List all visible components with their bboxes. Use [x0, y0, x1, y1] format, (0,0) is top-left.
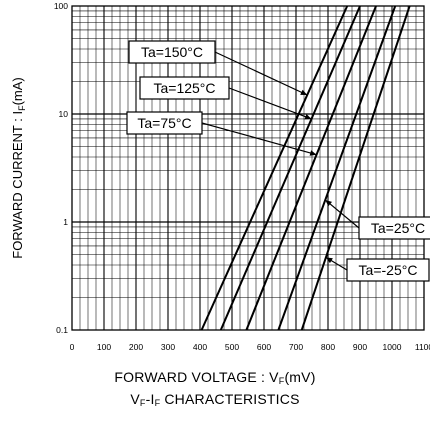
x-tick-label: 1000 [383, 342, 402, 352]
annotation-leader [214, 51, 308, 96]
annotation-box [139, 76, 230, 100]
x-tick-label: 600 [257, 342, 271, 352]
annotation-leader [201, 122, 317, 156]
x-axis-label: FORWARD VOLTAGE : VF(mV) [114, 369, 316, 386]
series-line [277, 6, 397, 330]
annotation-box [126, 111, 203, 135]
annotation-arrowhead [304, 114, 312, 120]
x-tick-label: 0 [70, 342, 75, 352]
y-tick-label: 1 [63, 217, 68, 227]
x-tick-label: 300 [161, 342, 175, 352]
annotation-label: Ta=75°C [137, 115, 191, 131]
y-tick-label: 10 [59, 109, 69, 119]
x-tick-label: 500 [225, 342, 239, 352]
annotation-box [128, 40, 216, 64]
series-line [300, 6, 411, 330]
series-line [245, 6, 377, 330]
annotation-box [346, 258, 430, 282]
x-tick-label: 400 [193, 342, 207, 352]
annotations: Ta=150°C Ta=125°C Ta=75°C Ta=25°C Ta=-25°C [126, 40, 430, 282]
y-axis-ticks: 0.1 1 10 100 [54, 1, 68, 335]
plot-frame [71, 5, 425, 331]
annotation-arrowhead [300, 89, 308, 95]
series-line [219, 6, 361, 330]
x-tick-label: 200 [129, 342, 143, 352]
x-tick-label: 900 [353, 342, 367, 352]
annotation-leader [228, 87, 312, 120]
annotation-label: Ta=125°C [153, 80, 215, 96]
series-line [200, 6, 349, 330]
x-tick-label: 800 [321, 342, 335, 352]
annotation-arrowhead [325, 199, 333, 207]
y-tick-label: 100 [54, 1, 68, 11]
y-axis-label: FORWARD CURRENT : IF(mA) [10, 77, 27, 259]
annotation-label: Ta=150°C [141, 44, 203, 60]
annotation-box [358, 216, 430, 240]
chart-title: VF-IF CHARACTERISTICS [130, 391, 300, 408]
annotation-arrowhead [325, 257, 333, 264]
annotation-label: Ta=25°C [371, 220, 425, 236]
y-tick-label: 0.1 [56, 325, 68, 335]
x-tick-label: 100 [97, 342, 111, 352]
series-group [200, 6, 411, 330]
annotation-label: Ta=-25°C [359, 262, 418, 278]
annotation-arrowhead [309, 150, 317, 156]
annotation-leader [324, 199, 360, 229]
x-tick-label: 700 [289, 342, 303, 352]
